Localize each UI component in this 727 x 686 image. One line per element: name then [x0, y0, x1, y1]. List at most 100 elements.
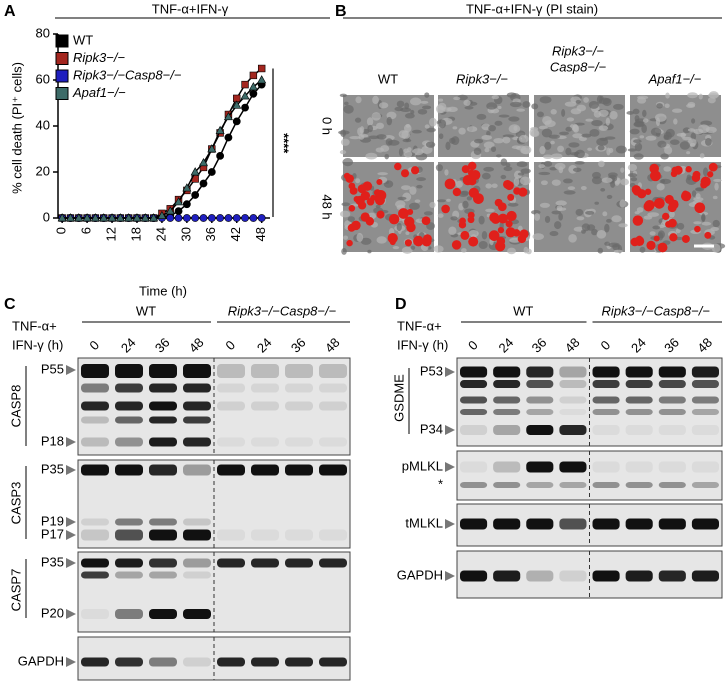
band	[691, 409, 719, 415]
cell	[367, 249, 372, 254]
band	[493, 461, 521, 473]
marker-label: P35	[41, 554, 64, 569]
cell	[420, 100, 429, 104]
x-axis-label: Time (h)	[139, 283, 187, 298]
band	[658, 396, 686, 404]
band	[115, 401, 143, 411]
x-tick-label: 0	[54, 227, 69, 234]
cell	[534, 213, 541, 221]
cell	[608, 147, 614, 153]
group-label: WT	[136, 303, 156, 318]
cell	[424, 92, 430, 98]
cell	[699, 153, 705, 159]
band	[592, 482, 620, 488]
band	[149, 364, 177, 378]
blot-name: CASP8	[8, 385, 23, 428]
pi-cell	[505, 227, 516, 238]
band	[559, 518, 587, 530]
cell	[613, 103, 624, 110]
cell	[523, 246, 529, 254]
cell	[698, 93, 703, 100]
cell	[516, 161, 528, 168]
band	[559, 425, 587, 435]
cell	[520, 147, 531, 155]
marker-label: *	[438, 476, 443, 491]
cell	[354, 117, 362, 123]
point	[174, 207, 183, 215]
pi-cell	[441, 204, 450, 214]
cell	[516, 108, 526, 112]
cell	[693, 221, 702, 225]
point	[248, 82, 258, 91]
y-tick-label: 20	[36, 163, 50, 178]
pi-cell	[470, 169, 481, 181]
band	[526, 570, 554, 582]
band	[81, 401, 109, 411]
marker-arrow	[66, 609, 76, 619]
band	[526, 366, 554, 378]
pi-cell	[668, 218, 677, 228]
marker-label: P55	[41, 361, 64, 376]
band	[592, 396, 620, 404]
point	[241, 80, 249, 89]
cell	[675, 228, 681, 234]
cell	[541, 128, 553, 138]
cell	[563, 190, 576, 195]
cell	[656, 183, 665, 191]
band	[183, 364, 211, 378]
band	[526, 396, 554, 404]
cell	[508, 116, 520, 122]
x-tick-label: 18	[128, 227, 143, 241]
cell	[339, 93, 348, 98]
pi-cell	[400, 169, 410, 178]
cell	[627, 148, 637, 152]
pi-cell	[366, 198, 375, 206]
marker-arrow	[66, 365, 76, 375]
cell	[462, 200, 469, 209]
cell	[444, 169, 449, 176]
cell	[598, 160, 605, 168]
band	[658, 425, 686, 435]
time-label: 24	[628, 335, 649, 356]
cell	[701, 214, 706, 222]
band	[592, 409, 620, 415]
cell	[366, 117, 374, 126]
cell	[598, 109, 609, 117]
pi-cell	[451, 240, 462, 250]
cell	[538, 164, 546, 169]
band	[81, 529, 109, 541]
point	[174, 214, 183, 222]
treatment-label: IFN-γ (h)	[12, 337, 63, 352]
pi-cell	[394, 162, 402, 171]
band	[251, 558, 279, 568]
point	[224, 214, 233, 222]
legend-label: Ripk3−/−	[73, 50, 125, 65]
band	[319, 437, 347, 447]
band	[183, 401, 211, 411]
band	[115, 609, 143, 619]
cell	[429, 201, 436, 208]
pi-cell	[494, 198, 503, 207]
cell	[563, 178, 573, 184]
treatment-label: TNF-α+	[397, 318, 442, 333]
cell	[691, 118, 696, 124]
point	[232, 117, 241, 126]
cell	[565, 126, 573, 132]
point	[249, 214, 258, 222]
y-tick-label: 60	[36, 71, 50, 86]
cell	[691, 190, 697, 197]
cell	[606, 194, 613, 199]
pi-cell	[346, 239, 353, 247]
cell	[344, 101, 349, 106]
cell	[544, 215, 551, 224]
cell	[551, 153, 563, 160]
band	[493, 380, 521, 388]
cell	[597, 145, 605, 151]
pi-cell	[452, 187, 462, 197]
cell	[474, 138, 484, 144]
cell	[506, 92, 517, 98]
cell	[589, 128, 600, 137]
cell	[682, 136, 692, 141]
cell	[392, 246, 400, 250]
cell	[365, 152, 378, 160]
